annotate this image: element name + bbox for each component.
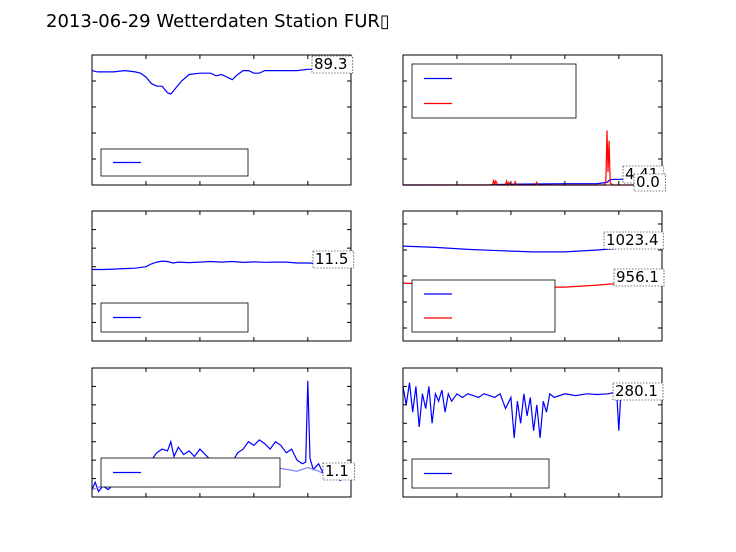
legend (100, 457, 281, 488)
annotation-box (603, 231, 664, 250)
value-annotation: 1.1 (322, 462, 355, 481)
figure-title: 2013-06-29 Wetterdaten Station FUR▯ (46, 11, 390, 32)
annotation-box (613, 268, 665, 287)
annotation-box (312, 250, 355, 269)
legend (100, 148, 249, 177)
series-line-1 (402, 382, 663, 439)
annotation-text: 1.1 (325, 462, 349, 480)
annotation-text: 0.0 (636, 173, 660, 191)
axes-frame (91, 54, 352, 186)
legend-box (411, 63, 577, 119)
axes-frame (91, 210, 352, 342)
annotation-box (322, 462, 355, 481)
legend (411, 458, 550, 489)
value-annotation: 0.0 (633, 173, 666, 192)
annotation-text: 956.1 (616, 268, 659, 286)
panel-pressure: 1023.4 956.1 (402, 210, 665, 342)
legend (100, 302, 249, 333)
axes-frame (91, 367, 352, 498)
value-annotation: 1023.4 (603, 231, 664, 250)
legend (411, 279, 556, 333)
value-annotation: 89.3 (311, 55, 354, 74)
annotation-text: 89.3 (314, 55, 347, 73)
series-line-1 (92, 260, 352, 271)
panel-temperature: 11.5 (91, 210, 355, 342)
axes-frame (402, 54, 663, 186)
annotation-text: 280.1 (615, 382, 658, 400)
annotation-text: 11.5 (315, 250, 348, 268)
annotation-box (612, 382, 664, 401)
panel-wind-speed: 1.1 (91, 367, 355, 498)
panel-wind-direction: 280.1 (402, 367, 664, 498)
annotation-box (311, 55, 354, 74)
panel-humidity: 89.3 (91, 54, 354, 186)
legend-box (100, 148, 249, 177)
value-annotation: 956.1 (613, 268, 665, 287)
annotation-text: 1023.4 (606, 231, 659, 249)
annotation-box (633, 173, 666, 192)
legend (411, 63, 577, 119)
value-annotation: 280.1 (612, 382, 664, 401)
legend-box (411, 279, 556, 333)
series-line-1 (91, 68, 351, 95)
axes-frame (402, 367, 663, 498)
panel-precipitation: 4.410.0 (402, 54, 666, 192)
value-annotation: 11.5 (312, 250, 355, 269)
